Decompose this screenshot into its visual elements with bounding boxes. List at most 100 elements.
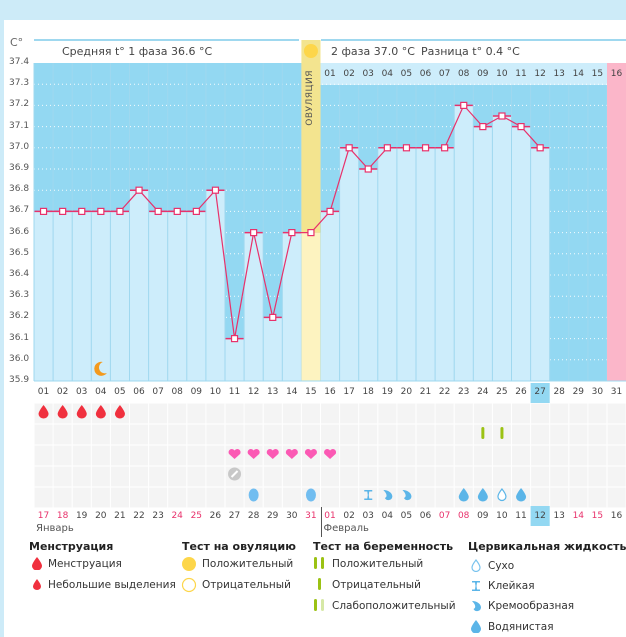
cycle-day-label: 29 xyxy=(572,387,585,397)
cycle-day-label: 19 xyxy=(381,387,394,397)
marker-cell xyxy=(340,445,359,466)
marker-cell xyxy=(397,466,416,487)
pregnancy-positive-icon xyxy=(314,557,324,569)
temperature-bar xyxy=(263,317,283,381)
cycle-day-label: 23 xyxy=(457,387,470,397)
fluid-dry-icon xyxy=(471,559,481,572)
marker-cell xyxy=(110,466,129,487)
pregnancy-negative-icon xyxy=(318,578,321,590)
post-ovulation-day-label: 15 xyxy=(591,69,604,79)
temperature-bar xyxy=(435,147,455,381)
cycle-day-label: 26 xyxy=(515,387,527,397)
calendar-date-label: 10 xyxy=(496,511,508,521)
phase1-header xyxy=(34,39,299,64)
cycle-day-label: 07 xyxy=(152,387,164,397)
marker-cell xyxy=(168,403,187,424)
calendar-date-label: 24 xyxy=(171,511,183,521)
marker-cell xyxy=(34,487,53,508)
marker-cell xyxy=(435,403,454,424)
marker-cell xyxy=(550,487,569,508)
temperature-point xyxy=(135,186,143,194)
temperature-bar xyxy=(186,211,206,381)
marker-cell xyxy=(435,445,454,466)
legend-menstruation-item: Менструация xyxy=(48,558,122,570)
cycle-day-label: 15 xyxy=(305,387,317,397)
marker-cell xyxy=(454,466,473,487)
menstruation-drop-icon xyxy=(57,405,68,419)
marker-cell xyxy=(282,424,301,445)
cycle-day-label: 17 xyxy=(343,387,355,397)
calendar-date-label: 31 xyxy=(305,511,317,521)
cycle-day-label: 14 xyxy=(286,387,298,397)
marker-cell xyxy=(91,487,110,508)
marker-cell xyxy=(397,403,416,424)
marker-cell xyxy=(569,445,588,466)
temperature-point xyxy=(154,207,162,215)
calendar-date-label: 12 xyxy=(534,511,546,521)
calendar-date-label: 02 xyxy=(343,511,355,521)
marker-cell xyxy=(34,424,53,445)
marker-cell xyxy=(607,487,626,508)
marker-cell xyxy=(492,445,511,466)
ovulation-column-bottom xyxy=(301,232,321,381)
pill-icon-stripe xyxy=(230,470,239,478)
temperature-bar xyxy=(416,147,436,381)
marker-cell xyxy=(149,424,168,445)
post-ovulation-day-label: 01 xyxy=(324,69,336,79)
cycle-day-label: 13 xyxy=(266,387,279,397)
post-ovulation-day-label: 03 xyxy=(362,69,374,79)
calendar-date-label: 14 xyxy=(572,511,585,521)
marker-cell xyxy=(53,424,72,445)
y-tick-label: 36.1 xyxy=(9,332,30,343)
cycle-day-label: 03 xyxy=(75,387,88,397)
temperature-point xyxy=(230,335,239,343)
marker-cell xyxy=(550,445,569,466)
temperature-point xyxy=(364,165,372,173)
temperature-bar xyxy=(377,147,397,381)
calendar-date-label: 06 xyxy=(419,511,432,521)
marker-cell xyxy=(416,403,435,424)
heart-icon xyxy=(324,448,337,459)
marker-cell xyxy=(149,466,168,487)
pregnancy-test-icon xyxy=(500,427,504,439)
temperature-point xyxy=(269,313,277,321)
y-tick-label: 37.2 xyxy=(9,99,30,110)
legend-ovulation-positive: Положительный xyxy=(202,558,294,570)
y-tick-label: 36.8 xyxy=(9,184,30,195)
legend-fluid-creamy: Кремообразная xyxy=(488,600,575,612)
marker-cell xyxy=(416,445,435,466)
marker-cell xyxy=(206,445,225,466)
marker-cell xyxy=(321,487,340,508)
marker-cell xyxy=(588,487,607,508)
post-ovulation-day-label: 02 xyxy=(343,69,355,79)
y-tick-label: 36.0 xyxy=(9,353,30,364)
marker-cell xyxy=(72,466,91,487)
marker-cell xyxy=(435,424,454,445)
calendar-date-label: 30 xyxy=(286,511,298,521)
y-tick-label: 36.7 xyxy=(9,205,30,216)
phase2-header xyxy=(321,39,626,64)
temperature-bar xyxy=(167,211,187,381)
calendar-date-label: 19 xyxy=(75,511,88,521)
post-ovulation-day-label: 12 xyxy=(534,69,546,79)
marker-cell xyxy=(130,466,149,487)
marker-cell xyxy=(244,403,263,424)
calendar-date-label: 04 xyxy=(381,511,394,521)
marker-cell xyxy=(149,487,168,508)
marker-cell xyxy=(301,466,320,487)
post-ovulation-day-label: 06 xyxy=(419,69,432,79)
marker-cell xyxy=(378,424,397,445)
fluid-watery-icon xyxy=(477,488,488,502)
marker-cell xyxy=(397,445,416,466)
marker-cell xyxy=(588,424,607,445)
temperature-point xyxy=(517,122,525,131)
legend-pregnancy-test-title: Тест на беременность xyxy=(313,540,454,553)
fluid-sticky-icon xyxy=(364,490,373,500)
cycle-day-label: 24 xyxy=(477,387,489,397)
fluid-creamy-icon xyxy=(383,490,393,501)
y-tick-label: 36.6 xyxy=(9,226,30,237)
marker-cell xyxy=(454,445,473,466)
temperature-point xyxy=(345,144,353,152)
post-ovulation-day-label: 04 xyxy=(381,69,394,79)
